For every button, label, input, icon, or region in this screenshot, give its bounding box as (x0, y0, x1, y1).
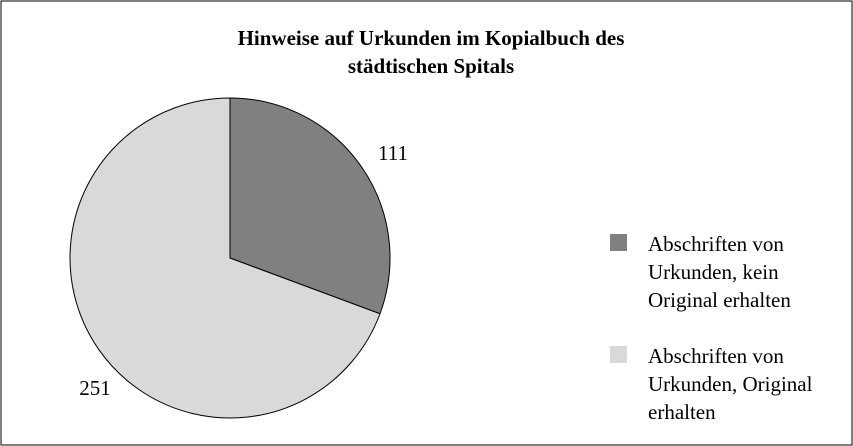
pie-slice (229, 97, 391, 315)
chart-title: Hinweise auf Urkunden im Kopialbuch des … (237, 26, 625, 78)
data-label: 251 (79, 376, 111, 400)
pie-slice (69, 97, 381, 419)
legend-label: Abschriften von Urkunden, Original erhal… (648, 344, 813, 424)
legend-swatch (610, 346, 627, 363)
legend-swatch (610, 234, 627, 251)
data-label: 111 (378, 141, 408, 165)
legend-label: Abschriften von Urkunden, kein Original … (648, 232, 791, 312)
